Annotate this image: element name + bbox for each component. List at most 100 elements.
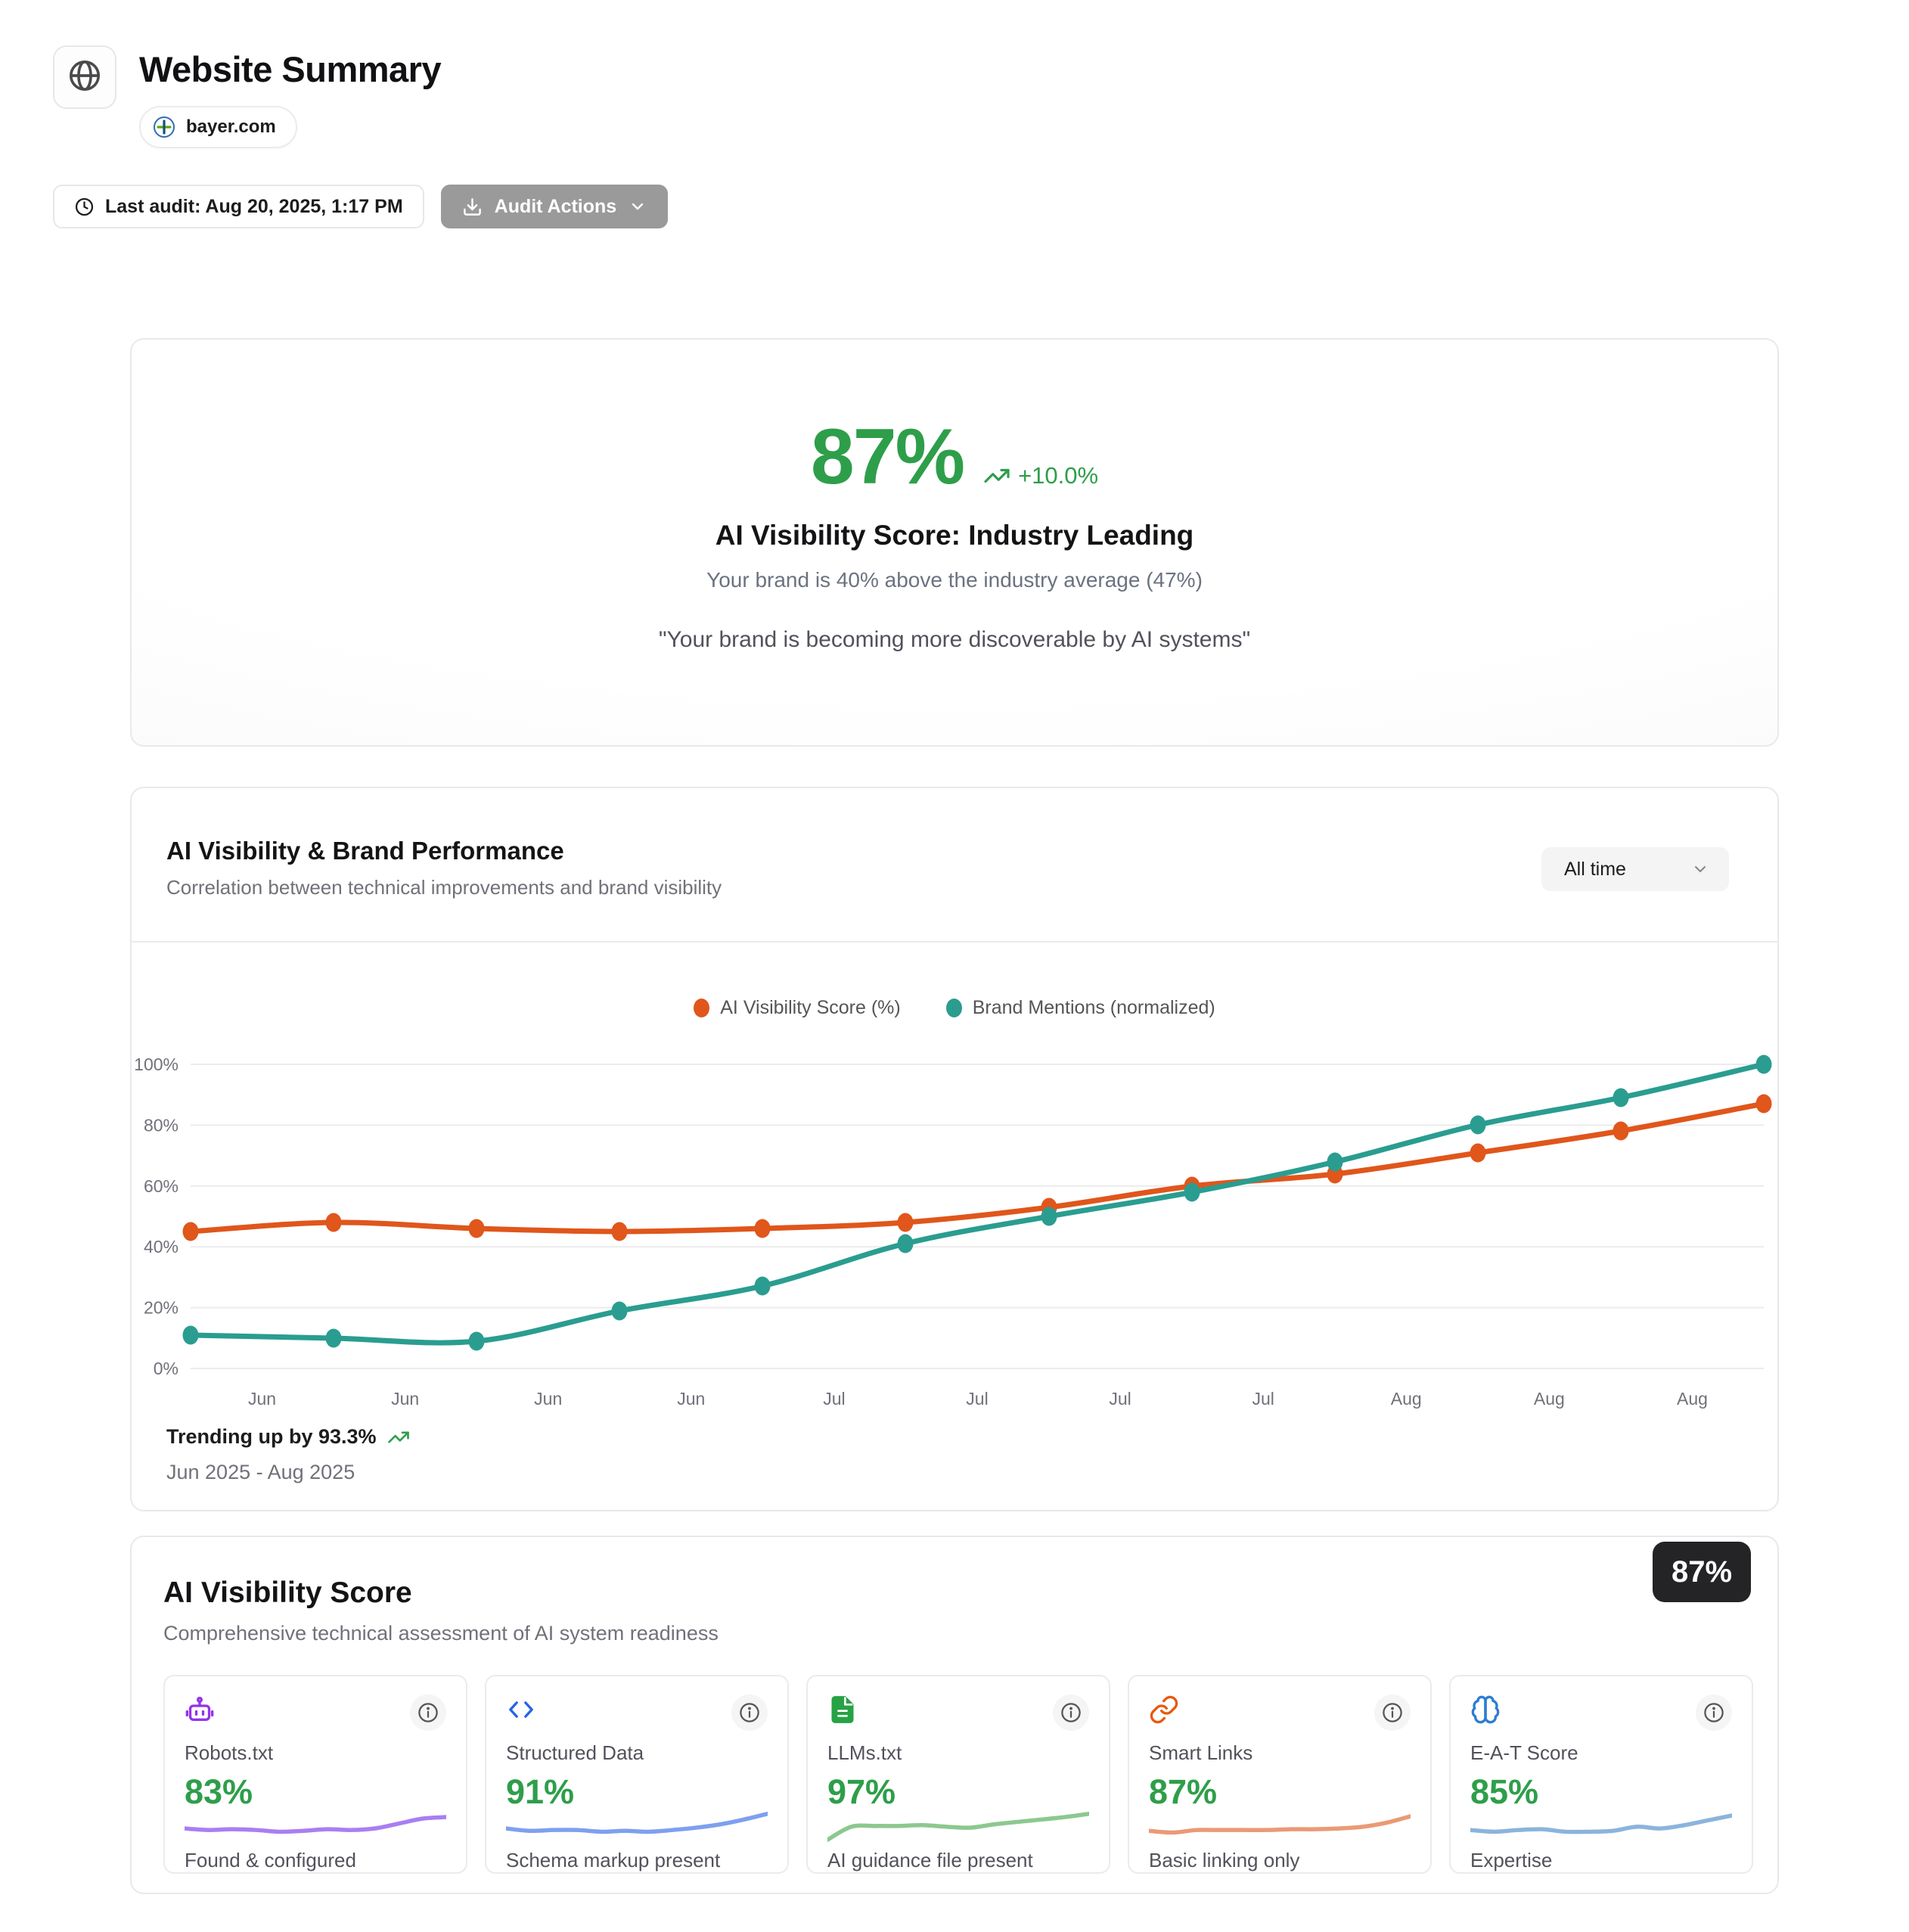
file-text-icon (827, 1694, 858, 1725)
metric-label: E-A-T Score (1470, 1741, 1578, 1764)
chart-series-line-0 (188, 1101, 1767, 1235)
performance-chart-card: AI Visibility & Brand Performance Correl… (130, 787, 1779, 1511)
x-axis-tick-label: Jun (534, 1389, 562, 1409)
chart-data-point[interactable] (1470, 1143, 1486, 1163)
clock-icon (74, 197, 95, 217)
metric-sparkline (506, 1803, 768, 1843)
info-icon[interactable] (1053, 1694, 1089, 1731)
x-axis-tick-label: Jun (677, 1389, 705, 1409)
chart-data-point[interactable] (1613, 1121, 1629, 1141)
chevron-down-icon (1691, 860, 1709, 878)
metric-value: 91% (506, 1772, 575, 1811)
chart-title: AI Visibility & Brand Performance (166, 837, 564, 865)
info-icon[interactable] (1696, 1694, 1732, 1731)
x-axis-tick-label: Jun (248, 1389, 276, 1409)
hero-score: 87% (810, 413, 965, 501)
chart-data-point[interactable] (897, 1213, 914, 1232)
y-axis-tick-label: 60% (144, 1176, 178, 1196)
metric-card-structured-data[interactable]: Structured Data 91% Schema markup present (485, 1675, 789, 1874)
last-audit-label: Last audit: Aug 20, 2025, 1:17 PM (105, 195, 403, 217)
legend-label: Brand Mentions (normalized) (972, 997, 1215, 1018)
info-icon[interactable] (410, 1694, 446, 1731)
info-icon[interactable] (1374, 1694, 1411, 1731)
y-axis-tick-label: 0% (154, 1359, 178, 1378)
legend-dot-icon (945, 999, 962, 1017)
x-axis-tick-label: Jun (391, 1389, 419, 1409)
visibility-subtitle: Comprehensive technical assessment of AI… (163, 1622, 719, 1645)
chart-data-point[interactable] (468, 1219, 485, 1238)
chart-data-point[interactable] (611, 1301, 628, 1321)
chart-data-point[interactable] (182, 1222, 199, 1241)
globe-icon (67, 58, 102, 97)
y-axis-tick-label: 40% (144, 1237, 178, 1256)
metric-card-llms-txt[interactable]: LLMs.txt 97% AI guidance file present (806, 1675, 1110, 1874)
x-axis-tick-label: Aug (1677, 1389, 1708, 1409)
time-range-value: All time (1564, 858, 1626, 880)
metric-label: Robots.txt (185, 1741, 274, 1764)
metric-card-smart-links[interactable]: Smart Links 87% Basic linking only (1128, 1675, 1432, 1874)
chart-data-point[interactable] (897, 1234, 914, 1253)
metric-status: AI guidance file present (827, 1849, 1033, 1871)
chart-data-point[interactable] (468, 1331, 485, 1351)
ai-visibility-hero-card: 87% +10.0% AI Visibility Score: Industry… (130, 338, 1779, 747)
ai-visibility-score-card: AI Visibility Score Comprehensive techni… (130, 1536, 1779, 1894)
metric-status: Found & configured (185, 1849, 356, 1871)
chart-data-point[interactable] (1184, 1182, 1200, 1202)
legend-dot-icon (694, 999, 710, 1017)
hero-title: AI Visibility Score: Industry Leading (715, 519, 1194, 551)
audit-actions-button[interactable]: Audit Actions (440, 185, 669, 228)
metric-status: Expertise (1470, 1849, 1553, 1871)
time-range-select[interactable]: All time (1541, 847, 1729, 891)
chart-data-point[interactable] (1327, 1152, 1343, 1172)
chart-data-point[interactable] (1613, 1088, 1629, 1107)
x-axis-tick-label: Jul (966, 1389, 988, 1409)
chart-data-point[interactable] (325, 1328, 342, 1348)
last-audit-chip: Last audit: Aug 20, 2025, 1:17 PM (53, 185, 424, 228)
metric-label: LLMs.txt (827, 1741, 902, 1764)
audit-actions-label: Audit Actions (494, 195, 617, 217)
bayer-favicon-icon (153, 116, 175, 138)
y-axis-tick-label: 80% (144, 1115, 178, 1135)
divider (132, 941, 1777, 943)
chart-subtitle: Correlation between technical improvemen… (166, 876, 722, 899)
link-icon (1149, 1694, 1179, 1725)
metric-label: Smart Links (1149, 1741, 1253, 1764)
x-axis-tick-label: Jul (1252, 1389, 1274, 1409)
line-chart[interactable]: 0% 20% 40% 60% 80% 100% Jun Jun Jun Jun Jul Jul Jul J… (132, 1038, 1780, 1461)
legend-item-1: Brand Mentions (normalized) (945, 997, 1215, 1019)
y-axis-tick-label: 20% (144, 1298, 178, 1318)
chart-data-point[interactable] (1755, 1055, 1772, 1074)
metric-card-robots-txt[interactable]: Robots.txt 83% Found & configured (163, 1675, 467, 1874)
chart-data-point[interactable] (611, 1222, 628, 1241)
chart-data-point[interactable] (1041, 1207, 1057, 1226)
code-icon (506, 1694, 536, 1725)
footer-date-range: Jun 2025 - Aug 2025 (166, 1461, 355, 1483)
chart-data-point[interactable] (754, 1219, 771, 1238)
website-icon-box (53, 45, 116, 109)
trending-up-icon (387, 1426, 410, 1449)
chart-data-point[interactable] (325, 1213, 342, 1232)
metric-card-e-a-t-score[interactable]: E-A-T Score 85% Expertise (1449, 1675, 1753, 1874)
metric-label: Structured Data (506, 1741, 644, 1764)
info-icon[interactable] (731, 1694, 768, 1731)
chevron-down-icon (629, 197, 647, 216)
robot-icon (185, 1694, 215, 1725)
trending-up-icon (983, 462, 1010, 489)
metric-status: Basic linking only (1149, 1849, 1300, 1871)
x-axis-tick-label: Aug (1391, 1389, 1422, 1409)
footer-trend-label: Trending up by 93.3% (166, 1425, 377, 1448)
metric-value: 87% (1149, 1772, 1218, 1811)
metric-sparkline (185, 1803, 446, 1843)
chart-data-point[interactable] (1755, 1094, 1772, 1114)
domain-label: bayer.com (186, 116, 276, 137)
chart-legend: AI Visibility Score (%) Brand Mentions (n… (132, 997, 1777, 1019)
chart-data-point[interactable] (1470, 1115, 1486, 1135)
hero-delta: +10.0% (983, 462, 1098, 489)
metric-value: 83% (185, 1772, 253, 1811)
chart-data-point[interactable] (754, 1276, 771, 1296)
chart-footer: Trending up by 93.3% Jun 2025 - Aug 2025 (166, 1425, 410, 1484)
page-title: Website Summary (139, 49, 442, 89)
chart-data-point[interactable] (182, 1325, 199, 1345)
domain-badge[interactable]: bayer.com (139, 106, 297, 148)
x-axis-tick-label: Jul (823, 1389, 845, 1409)
